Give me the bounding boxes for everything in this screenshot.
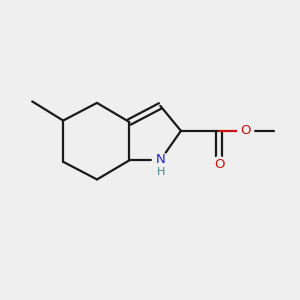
Text: H: H (157, 167, 165, 177)
Text: O: O (214, 158, 224, 171)
Circle shape (238, 123, 254, 139)
Circle shape (211, 157, 227, 173)
Circle shape (152, 152, 168, 168)
Text: N: N (155, 153, 165, 166)
Text: O: O (240, 124, 251, 137)
